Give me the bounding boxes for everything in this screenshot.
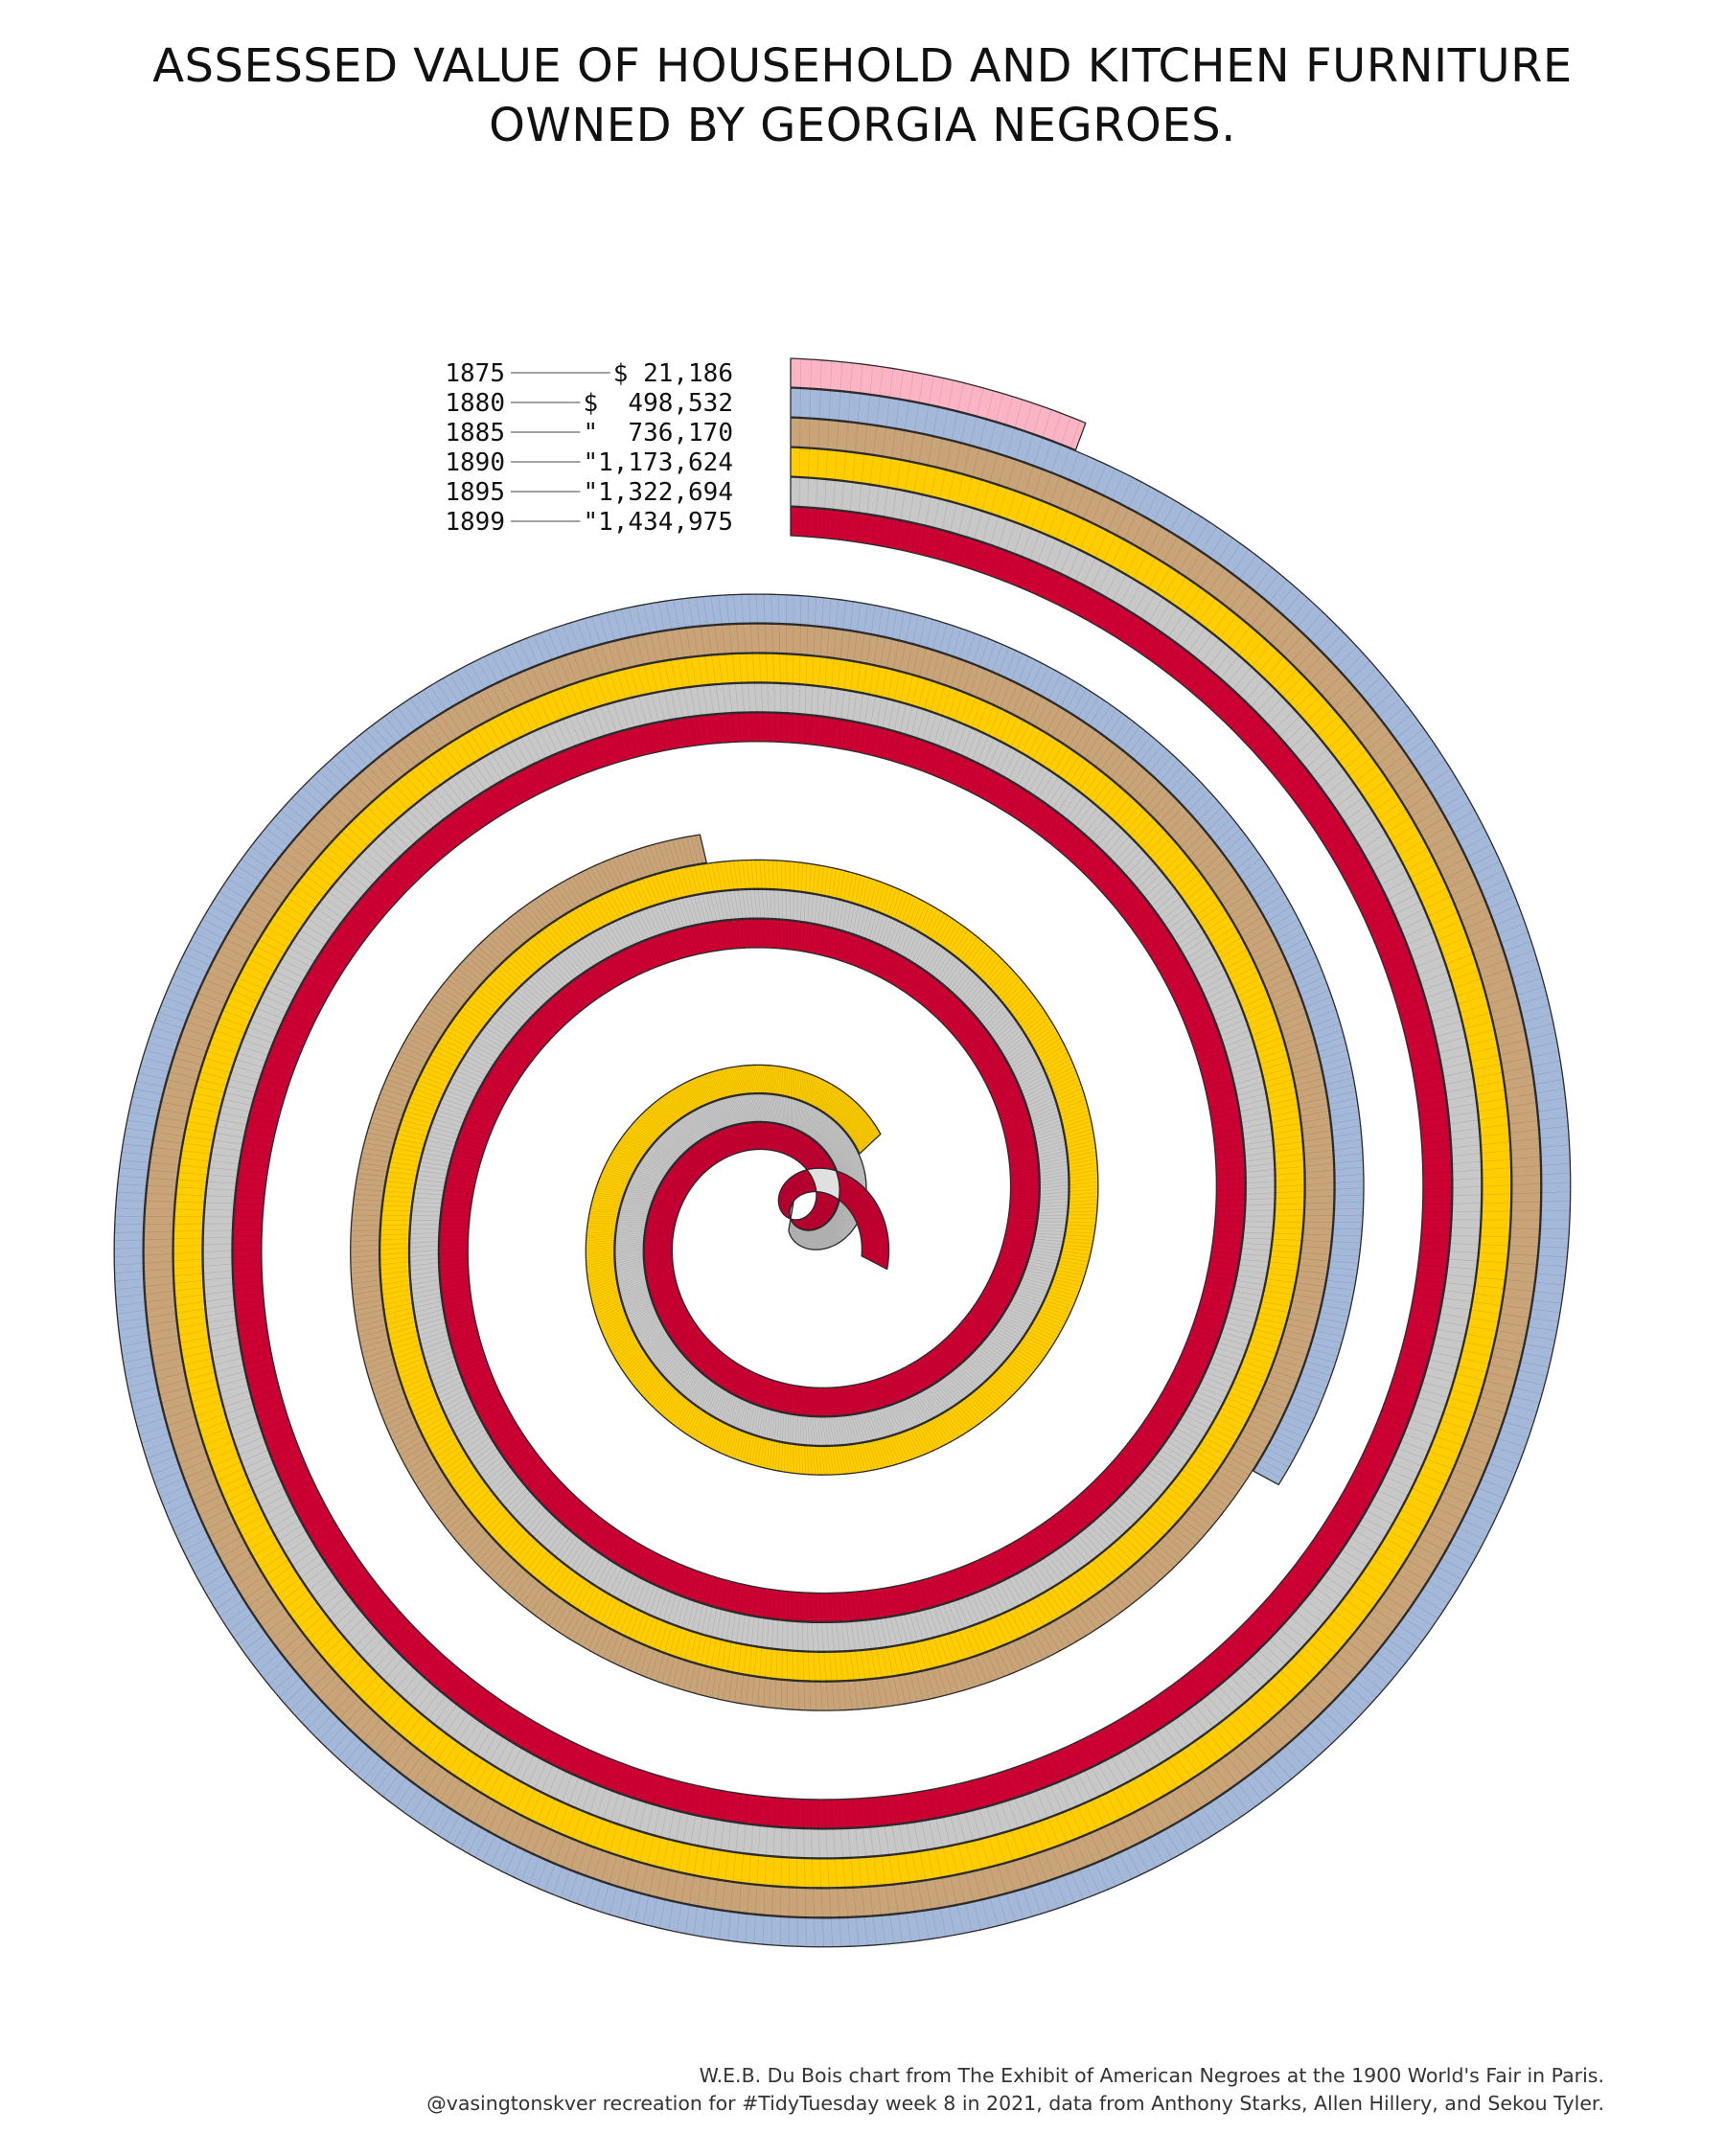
spiral-band-1885	[143, 417, 1542, 1918]
spiral-band-texture-1885	[144, 418, 1541, 1917]
legend-year-1899: 1899	[445, 508, 505, 537]
spiral-band-texture-1880	[114, 388, 1571, 1947]
spiral-band-1899	[232, 506, 1453, 1829]
chart-title-line-2: OWNED BY GEORGIA NEGROES.	[489, 99, 1236, 152]
spiral-band-1890	[172, 447, 1512, 1889]
legend-year-1885: 1885	[445, 419, 505, 447]
spiral-band-texture-1895	[202, 477, 1482, 1858]
spiral-bands	[113, 357, 1572, 1948]
legend-value-1899: "1,434,975	[583, 508, 733, 537]
spiral-band-texture-1899	[232, 507, 1452, 1828]
spiral-band-texture-1875	[800, 358, 1081, 448]
legend-year-1895: 1895	[445, 478, 505, 507]
spiral-band-texture-1890	[173, 447, 1511, 1888]
legend: 1875 $ 21,186 1880 $ 498,532 1885 " 736,170 18…	[445, 359, 733, 537]
legend-year-1890: 1890	[445, 448, 505, 477]
legend-year-1875: 1875	[445, 359, 505, 388]
legend-value-1880: $ 498,532	[583, 389, 733, 418]
chart-title-line-1: ASSESSED VALUE OF HOUSEHOLD AND KITCHEN …	[152, 39, 1573, 93]
legend-value-1890: "1,173,624	[583, 448, 733, 477]
caption-line-2: @vasingtonskver recreation for #TidyTues…	[426, 2092, 1604, 2115]
legend-year-1880: 1880	[445, 389, 505, 418]
legend-value-1885: " 736,170	[583, 419, 733, 447]
legend-value-1875: $ 21,186	[613, 359, 733, 388]
spiral-band-1880	[113, 387, 1572, 1948]
chart-title: ASSESSED VALUE OF HOUSEHOLD AND KITCHEN …	[0, 36, 1725, 155]
caption-line-1: W.E.B. Du Bois chart from The Exhibit of…	[699, 2064, 1604, 2087]
spiral-band-1875	[790, 357, 1087, 451]
caption: W.E.B. Du Bois chart from The Exhibit of…	[426, 2062, 1604, 2118]
legend-value-1895: "1,322,694	[583, 478, 733, 507]
